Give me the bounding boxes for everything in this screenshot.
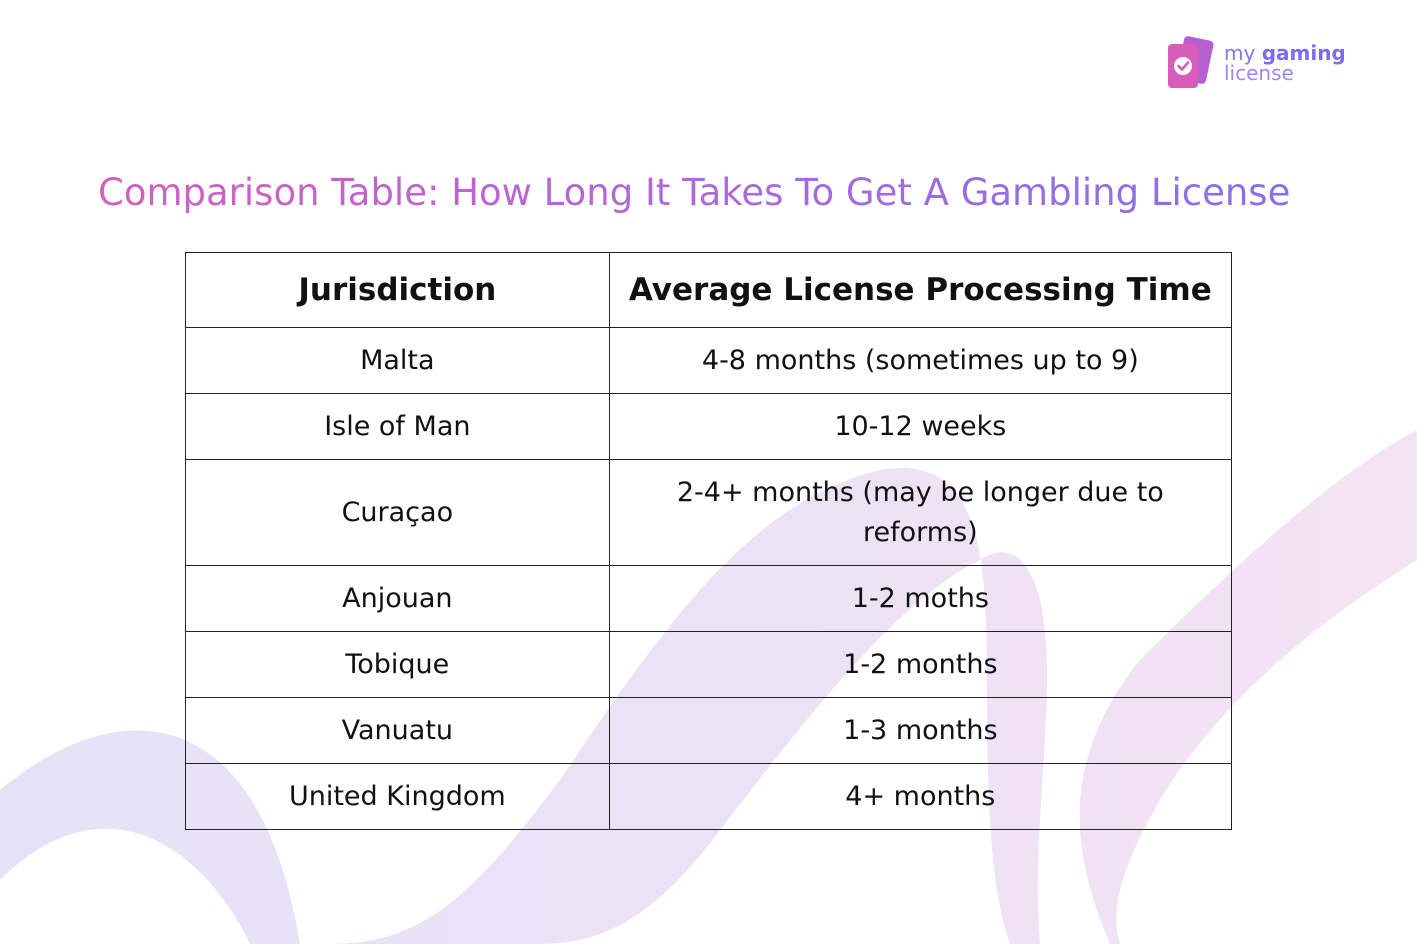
table-row: Malta 4-8 months (sometimes up to 9) (185, 327, 1233, 394)
table-row: Curaçao 2-4+ months (may be longer due t… (185, 459, 1233, 566)
column-header-processing-time: Average License Processing Time (608, 252, 1233, 328)
jurisdiction-cell: Vanuatu (185, 697, 610, 764)
logo-word-gaming: gaming (1261, 41, 1346, 65)
processing-time-cell: 4+ months (608, 763, 1233, 830)
processing-time-cell: 4-8 months (sometimes up to 9) (608, 327, 1233, 394)
table-header-row: Jurisdiction Average License Processing … (185, 252, 1233, 328)
comparison-table: Jurisdiction Average License Processing … (185, 252, 1233, 830)
table-row: Anjouan 1-2 moths (185, 565, 1233, 632)
processing-time-cell: 1-2 moths (608, 565, 1233, 632)
table-row: Isle of Man 10-12 weeks (185, 393, 1233, 460)
processing-time-cell: 10-12 weeks (608, 393, 1233, 460)
logo-word-my: my (1224, 41, 1256, 65)
check-card-icon (1168, 36, 1214, 88)
processing-time-cell: 2-4+ months (may be longer due to reform… (608, 459, 1233, 566)
jurisdiction-cell: Isle of Man (185, 393, 610, 460)
column-header-jurisdiction: Jurisdiction (185, 252, 610, 328)
jurisdiction-cell: Tobique (185, 631, 610, 698)
processing-time-cell: 1-3 months (608, 697, 1233, 764)
brand-logo[interactable]: my gaming license (1166, 36, 1346, 90)
logo-word-license: license (1224, 61, 1294, 85)
processing-time-cell: 1-2 months (608, 631, 1233, 698)
table-row: United Kingdom 4+ months (185, 763, 1233, 830)
logo-wordmark: my gaming license (1224, 43, 1346, 83)
table-row: Vanuatu 1-3 months (185, 697, 1233, 764)
jurisdiction-cell: Curaçao (185, 459, 610, 566)
jurisdiction-cell: Anjouan (185, 565, 610, 632)
jurisdiction-cell: United Kingdom (185, 763, 610, 830)
page-title: Comparison Table: How Long It Takes To G… (0, 168, 1417, 218)
table-row: Tobique 1-2 months (185, 631, 1233, 698)
jurisdiction-cell: Malta (185, 327, 610, 394)
